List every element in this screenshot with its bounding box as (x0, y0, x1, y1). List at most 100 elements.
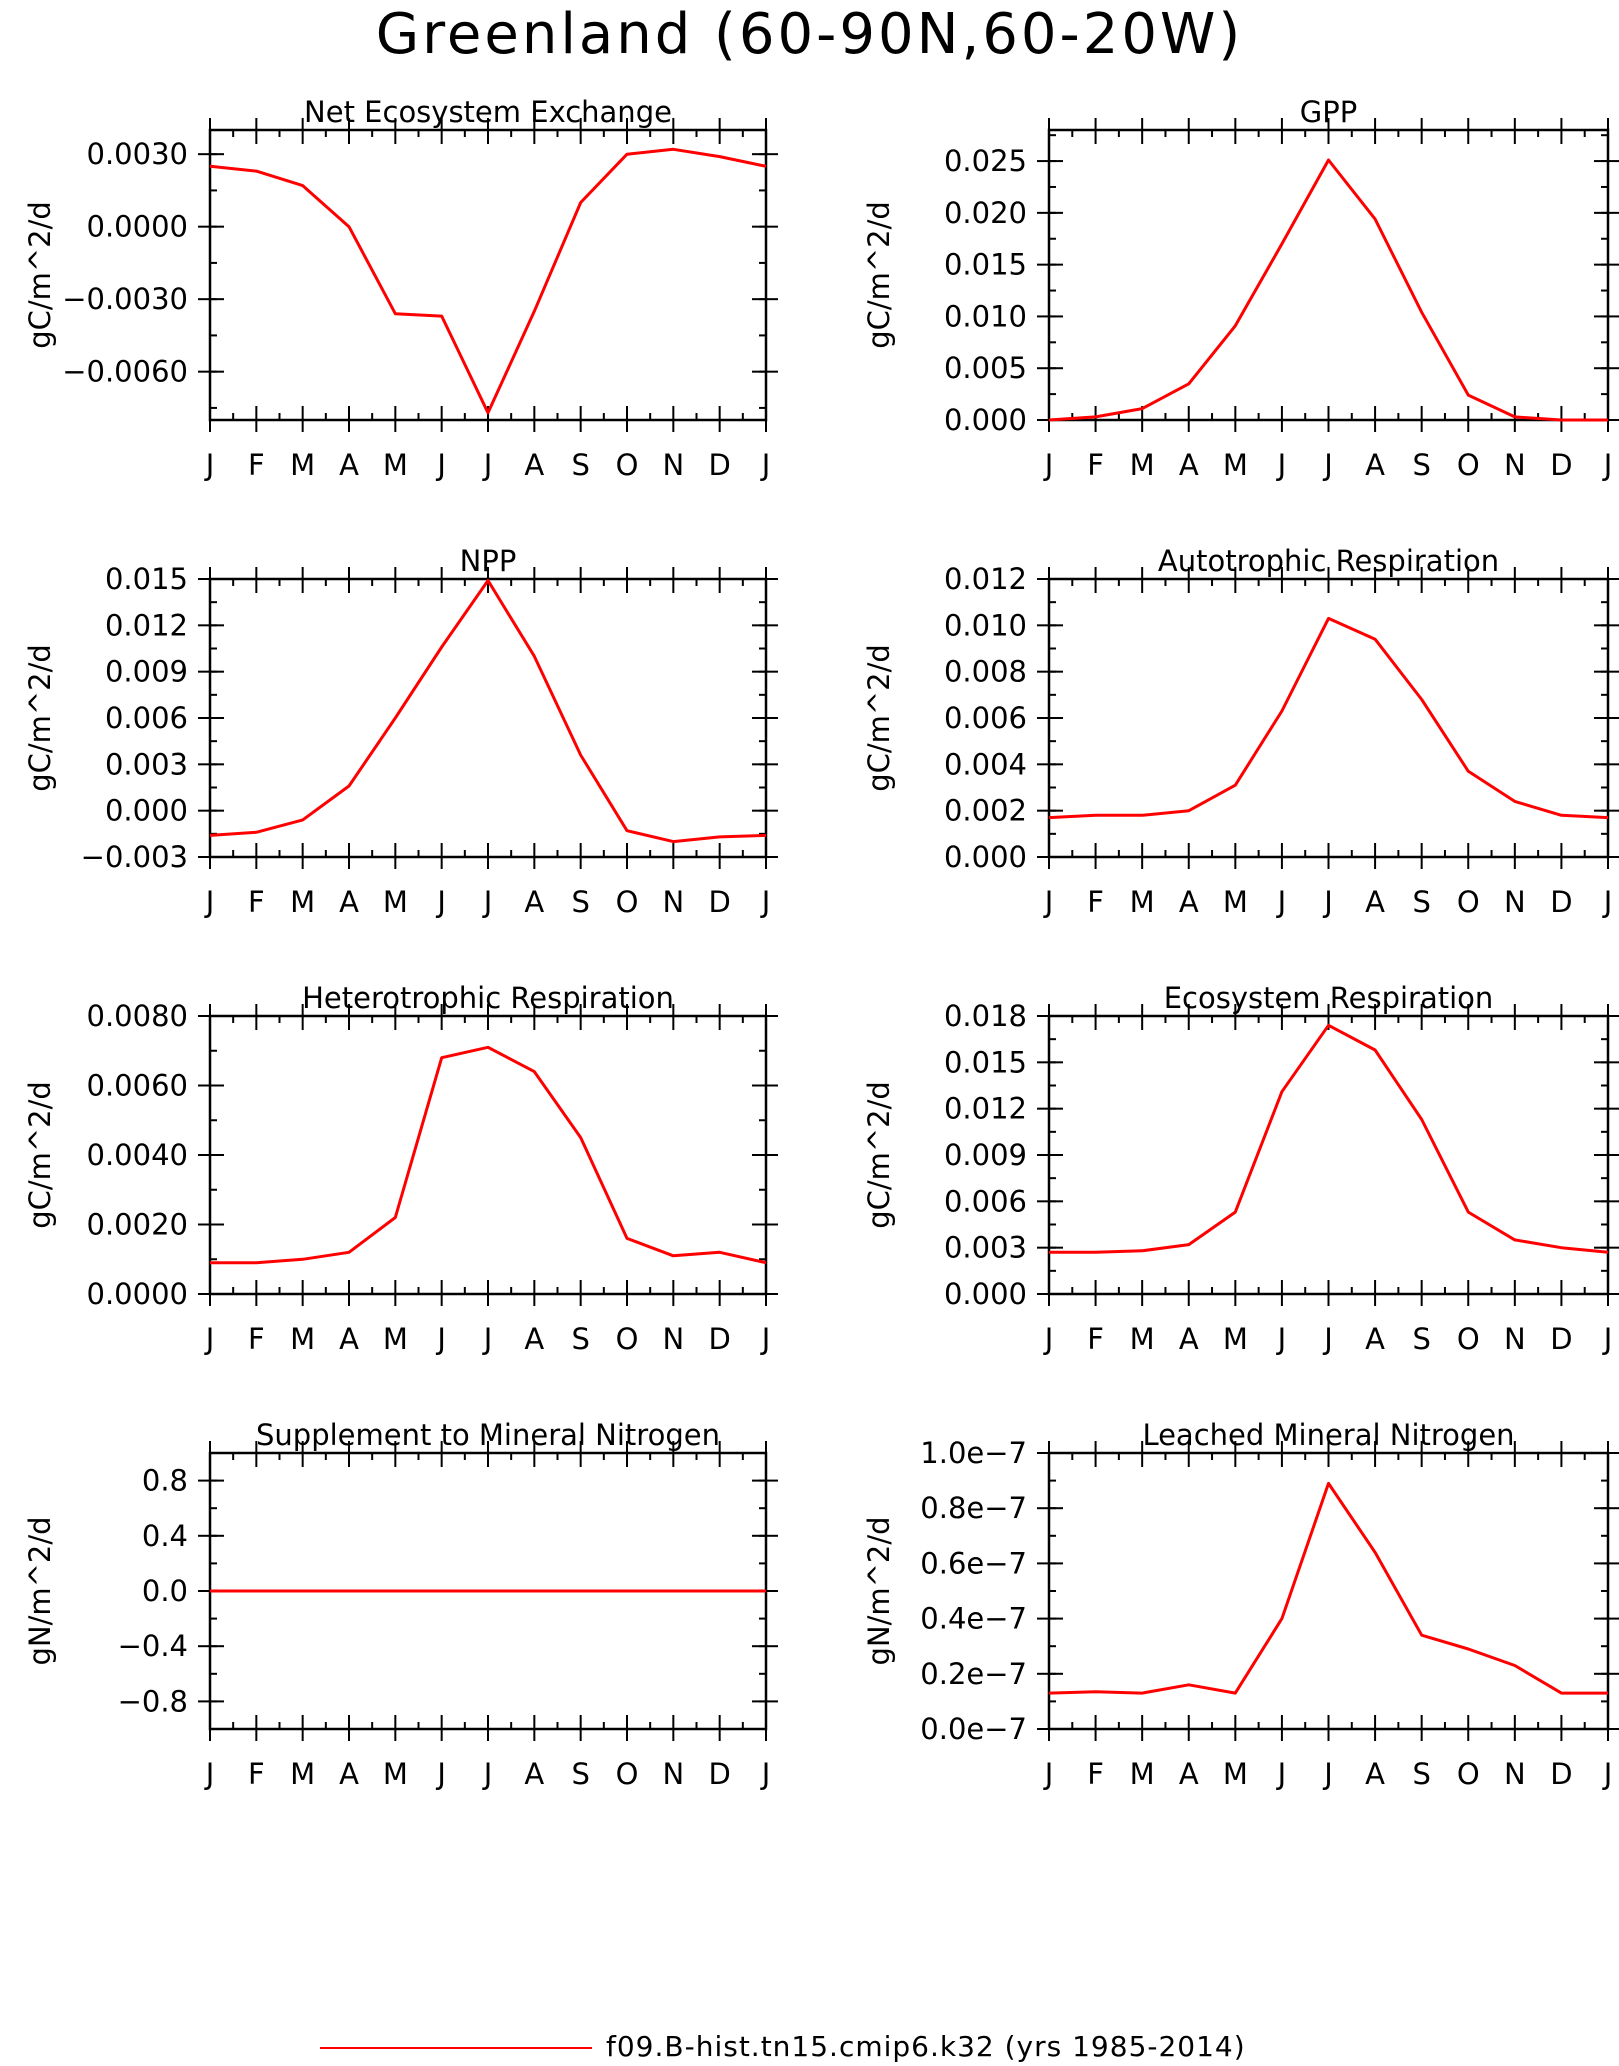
x-tick-label: J (482, 1757, 493, 1791)
x-tick-label: N (662, 448, 684, 482)
panel-title: Ecosystem Respiration (1164, 981, 1494, 1015)
x-tick-label: A (524, 448, 544, 482)
x-tick-label: N (662, 1322, 684, 1356)
x-tick-label: F (248, 448, 265, 482)
y-tick-label: 0.000 (944, 403, 1027, 437)
x-tick-label: S (571, 1322, 589, 1356)
x-tick-label: M (1223, 448, 1248, 482)
y-tick-label: 0.009 (105, 655, 188, 689)
x-tick-label: O (616, 1322, 639, 1356)
chart-panel-2: J F M A M J J A S O N D J0.0000.0050.0100.0150.0200.… (862, 95, 1619, 482)
x-tick-label: J (1322, 1322, 1333, 1356)
y-axis-label: gN/m^2/d (23, 1516, 57, 1665)
x-tick-label: J (435, 885, 446, 919)
y-tick-label: 0.025 (944, 144, 1027, 178)
y-tick-label: 0.0080 (87, 999, 188, 1033)
x-tick-label: J (1043, 1757, 1054, 1791)
x-tick-label: A (524, 885, 544, 919)
x-tick-label: A (1365, 1322, 1385, 1356)
series-line (209, 579, 767, 844)
y-tick-label: 0.8e−7 (920, 1491, 1027, 1525)
x-tick-label: J (1602, 1757, 1613, 1791)
x-tick-label: D (1550, 1757, 1572, 1791)
panel-title: Heterotrophic Respiration (302, 981, 674, 1015)
x-tick-label: J (1043, 448, 1054, 482)
x-tick-label: J (435, 1322, 446, 1356)
x-tick-label: J (204, 448, 215, 482)
x-tick-label: S (1412, 1757, 1430, 1791)
x-tick-label: O (616, 885, 639, 919)
x-tick-label: F (1087, 885, 1104, 919)
y-tick-label: 0.6e−7 (920, 1546, 1027, 1580)
panel-title: Leached Mineral Nitrogen (1142, 1418, 1514, 1452)
x-tick-label: A (1365, 448, 1385, 482)
x-tick-label: S (571, 1757, 589, 1791)
y-tick-label: 0.4 (142, 1519, 188, 1553)
panel-title: NPP (460, 544, 517, 578)
x-tick-label: M (383, 885, 408, 919)
y-tick-label: 0.000 (105, 794, 188, 828)
y-axis-label: gC/m^2/d (862, 1081, 896, 1229)
legend-line-swatch (320, 2047, 592, 2049)
y-tick-label: −0.4 (118, 1629, 188, 1663)
x-tick-label: M (1130, 1322, 1155, 1356)
x-tick-label: O (616, 448, 639, 482)
x-tick-label: D (708, 1757, 730, 1791)
x-tick-label: M (290, 448, 315, 482)
series-line (1049, 1023, 1609, 1254)
x-tick-label: A (524, 1322, 544, 1356)
x-tick-label: M (1223, 885, 1248, 919)
y-tick-label: 0.2e−7 (920, 1657, 1027, 1691)
y-tick-label: 0.0060 (87, 1069, 188, 1103)
chart-panel-8: J F M A M J J A S O N D J0.0e−70.2e−70.4e−70.6e−70.8… (862, 1418, 1619, 1791)
x-tick-label: J (204, 1322, 215, 1356)
x-tick-label: A (339, 885, 359, 919)
x-tick-label: J (1043, 885, 1054, 919)
x-tick-label: J (1322, 885, 1333, 919)
y-tick-label: 0.006 (105, 701, 188, 735)
x-tick-label: J (760, 885, 771, 919)
y-tick-label: 0.4e−7 (920, 1602, 1027, 1636)
y-axis-label: gC/m^2/d (862, 201, 896, 349)
x-tick-label: J (1276, 1757, 1287, 1791)
y-axis-label: gC/m^2/d (23, 1081, 57, 1229)
x-tick-label: A (339, 448, 359, 482)
x-tick-label: J (482, 448, 493, 482)
y-tick-label: 0.0 (142, 1574, 188, 1608)
x-tick-label: J (482, 1322, 493, 1356)
y-tick-label: 0.0000 (87, 210, 188, 244)
x-tick-label: M (1223, 1757, 1248, 1791)
y-axis-label: gC/m^2/d (862, 644, 896, 792)
x-tick-label: J (1276, 1322, 1287, 1356)
x-tick-label: J (482, 885, 493, 919)
x-tick-label: J (1602, 885, 1613, 919)
x-tick-label: A (1365, 1757, 1385, 1791)
chart-panel-4: J F M A M J J A S O N D J0.0000.0020.0040.0060.0080.… (862, 544, 1619, 919)
x-tick-label: M (1130, 885, 1155, 919)
y-tick-label: −0.0030 (62, 282, 188, 316)
y-tick-label: 0.020 (944, 196, 1027, 230)
x-tick-label: O (616, 1757, 639, 1791)
x-tick-label: S (571, 885, 589, 919)
x-tick-label: F (1087, 448, 1104, 482)
panel-title: Autotrophic Respiration (1158, 544, 1499, 578)
x-tick-label: F (1087, 1322, 1104, 1356)
y-tick-label: 0.0e−7 (920, 1712, 1027, 1746)
series-line (1048, 158, 1608, 422)
x-tick-label: M (383, 1322, 408, 1356)
plot-frame (1047, 128, 1610, 422)
x-tick-label: D (708, 448, 730, 482)
panel-title: Supplement to Mineral Nitrogen (256, 1418, 720, 1452)
x-tick-label: D (708, 1322, 730, 1356)
x-tick-label: M (383, 1757, 408, 1791)
chart-panel-1: J F M A M J J A S O N D J0.00300.0000−0.0030−0.0060N… (23, 95, 778, 482)
x-tick-label: J (435, 448, 446, 482)
x-tick-label: F (1087, 1757, 1104, 1791)
x-tick-label: J (760, 448, 771, 482)
x-tick-label: J (1602, 448, 1613, 482)
x-tick-label: A (339, 1322, 359, 1356)
chart-panel-5: J F M A M J J A S O N D J0.00000.00200.00400.00600.0… (23, 981, 778, 1356)
x-tick-label: A (339, 1757, 359, 1791)
x-tick-label: N (1504, 1757, 1526, 1791)
x-tick-label: M (290, 1757, 315, 1791)
